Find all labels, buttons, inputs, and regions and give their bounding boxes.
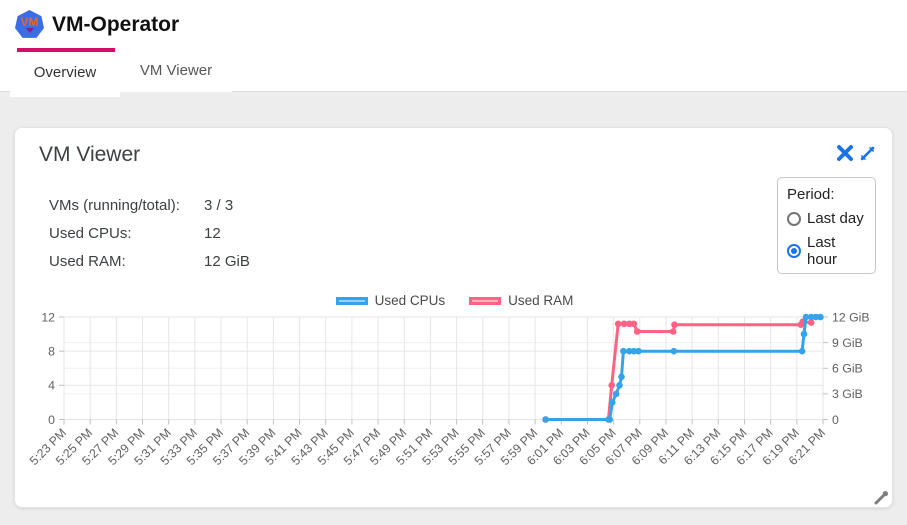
data-point: [800, 330, 808, 338]
vm-viewer-card: VM Viewer VMs (running/total): 3 / 3 Use…: [14, 127, 893, 508]
data-point: [630, 320, 638, 328]
app-logo-icon: VM: [15, 10, 44, 38]
y-left-tick-label: 12: [41, 310, 55, 324]
data-point: [606, 416, 613, 423]
stat-row-cpus: Used CPUs: 12: [49, 219, 250, 247]
chart-svg: 5:23 PM5:25 PM5:27 PM5:29 PM5:31 PM5:33 …: [27, 310, 870, 468]
stat-value: 12: [204, 224, 221, 242]
data-point: [618, 373, 625, 381]
series-line-ram: [544, 320, 813, 421]
period-label: Period:: [787, 186, 835, 203]
stat-label: Used RAM:: [49, 252, 126, 270]
app-title: VM-Operator: [52, 13, 180, 36]
data-point: [669, 328, 677, 335]
period-selector: Period: Last day Last hour: [777, 177, 876, 274]
data-point: [620, 320, 628, 328]
close-icon[interactable]: [836, 144, 854, 162]
legend-label: Used RAM: [508, 293, 574, 308]
tab-vm-viewer-label: VM Viewer: [139, 61, 213, 79]
legend-item-used-cpus[interactable]: Used CPUs: [335, 293, 446, 308]
y-right-tick-label: 9 GiB: [832, 336, 863, 350]
data-point: [608, 382, 615, 389]
tab-vm-viewer[interactable]: VM Viewer: [120, 48, 232, 92]
stats-list: VMs (running/total): 3 / 3 Used CPUs: 12…: [49, 191, 250, 275]
ram-legend-swatch: [469, 296, 502, 305]
legend-label: Used CPUs: [374, 293, 446, 308]
data-point: [609, 399, 616, 406]
tab-bar: Overview VM Viewer: [0, 48, 907, 97]
y-right-tick-label: 12 GiB: [832, 310, 870, 324]
y-left-tick-label: 4: [48, 379, 55, 393]
logo-text: VM: [20, 14, 39, 29]
y-left-tick-label: 0: [48, 413, 55, 427]
data-point: [802, 313, 810, 321]
data-point: [612, 390, 620, 398]
radio-checked-icon: [787, 244, 801, 258]
data-point: [807, 313, 815, 321]
y-left-tick-label: 8: [48, 344, 55, 358]
data-point: [635, 347, 642, 355]
stat-row-vms: VMs (running/total): 3 / 3: [49, 191, 250, 219]
tab-overview-label: Overview: [33, 64, 97, 81]
data-point: [616, 382, 623, 389]
cpu-legend-swatch: [335, 296, 368, 305]
data-point: [817, 313, 824, 321]
y-right-tick-label: 3 GiB: [832, 387, 863, 401]
data-point: [626, 320, 633, 328]
data-point: [542, 416, 549, 423]
app-header: VM VM-Operator: [0, 0, 907, 48]
stat-value: 3 / 3: [204, 196, 234, 214]
tab-overview[interactable]: Overview: [10, 48, 120, 97]
data-point: [614, 320, 622, 328]
legend-item-used-ram[interactable]: Used RAM: [469, 293, 573, 308]
stat-label: Used CPUs:: [49, 224, 132, 242]
usage-chart: 5:23 PM 5:25 PM 5:27 PM 5:29 PM 5:31 PM 5:33 …: [15, 309, 894, 484]
y-right-tick-label: 6 GiB: [832, 362, 863, 376]
resize-grip[interactable]: [869, 485, 893, 509]
card-title: VM Viewer: [39, 143, 141, 166]
data-point: [630, 347, 638, 355]
data-point: [798, 347, 806, 355]
radio-last-day[interactable]: Last day: [787, 210, 866, 227]
data-point: [812, 313, 820, 321]
expand-icon[interactable]: [858, 144, 876, 162]
data-point: [807, 319, 815, 326]
stat-row-ram: Used RAM: 12 GiB: [49, 247, 250, 275]
radio-last-hour[interactable]: Last hour: [787, 234, 866, 268]
data-point: [633, 328, 641, 335]
radio-last-hour-label: Last hour: [807, 234, 838, 268]
data-point: [671, 321, 678, 328]
radio-unchecked-icon: [787, 211, 801, 226]
data-point: [670, 347, 678, 355]
stat-value: 12 GiB: [204, 252, 250, 270]
chart-legend: Used CPUs Used RAM: [15, 293, 894, 308]
data-point: [620, 347, 627, 355]
y-right-tick-label: 0: [832, 413, 839, 427]
stat-label: VMs (running/total):: [49, 196, 180, 214]
data-point: [626, 347, 633, 355]
radio-last-day-label: Last day: [807, 210, 864, 227]
